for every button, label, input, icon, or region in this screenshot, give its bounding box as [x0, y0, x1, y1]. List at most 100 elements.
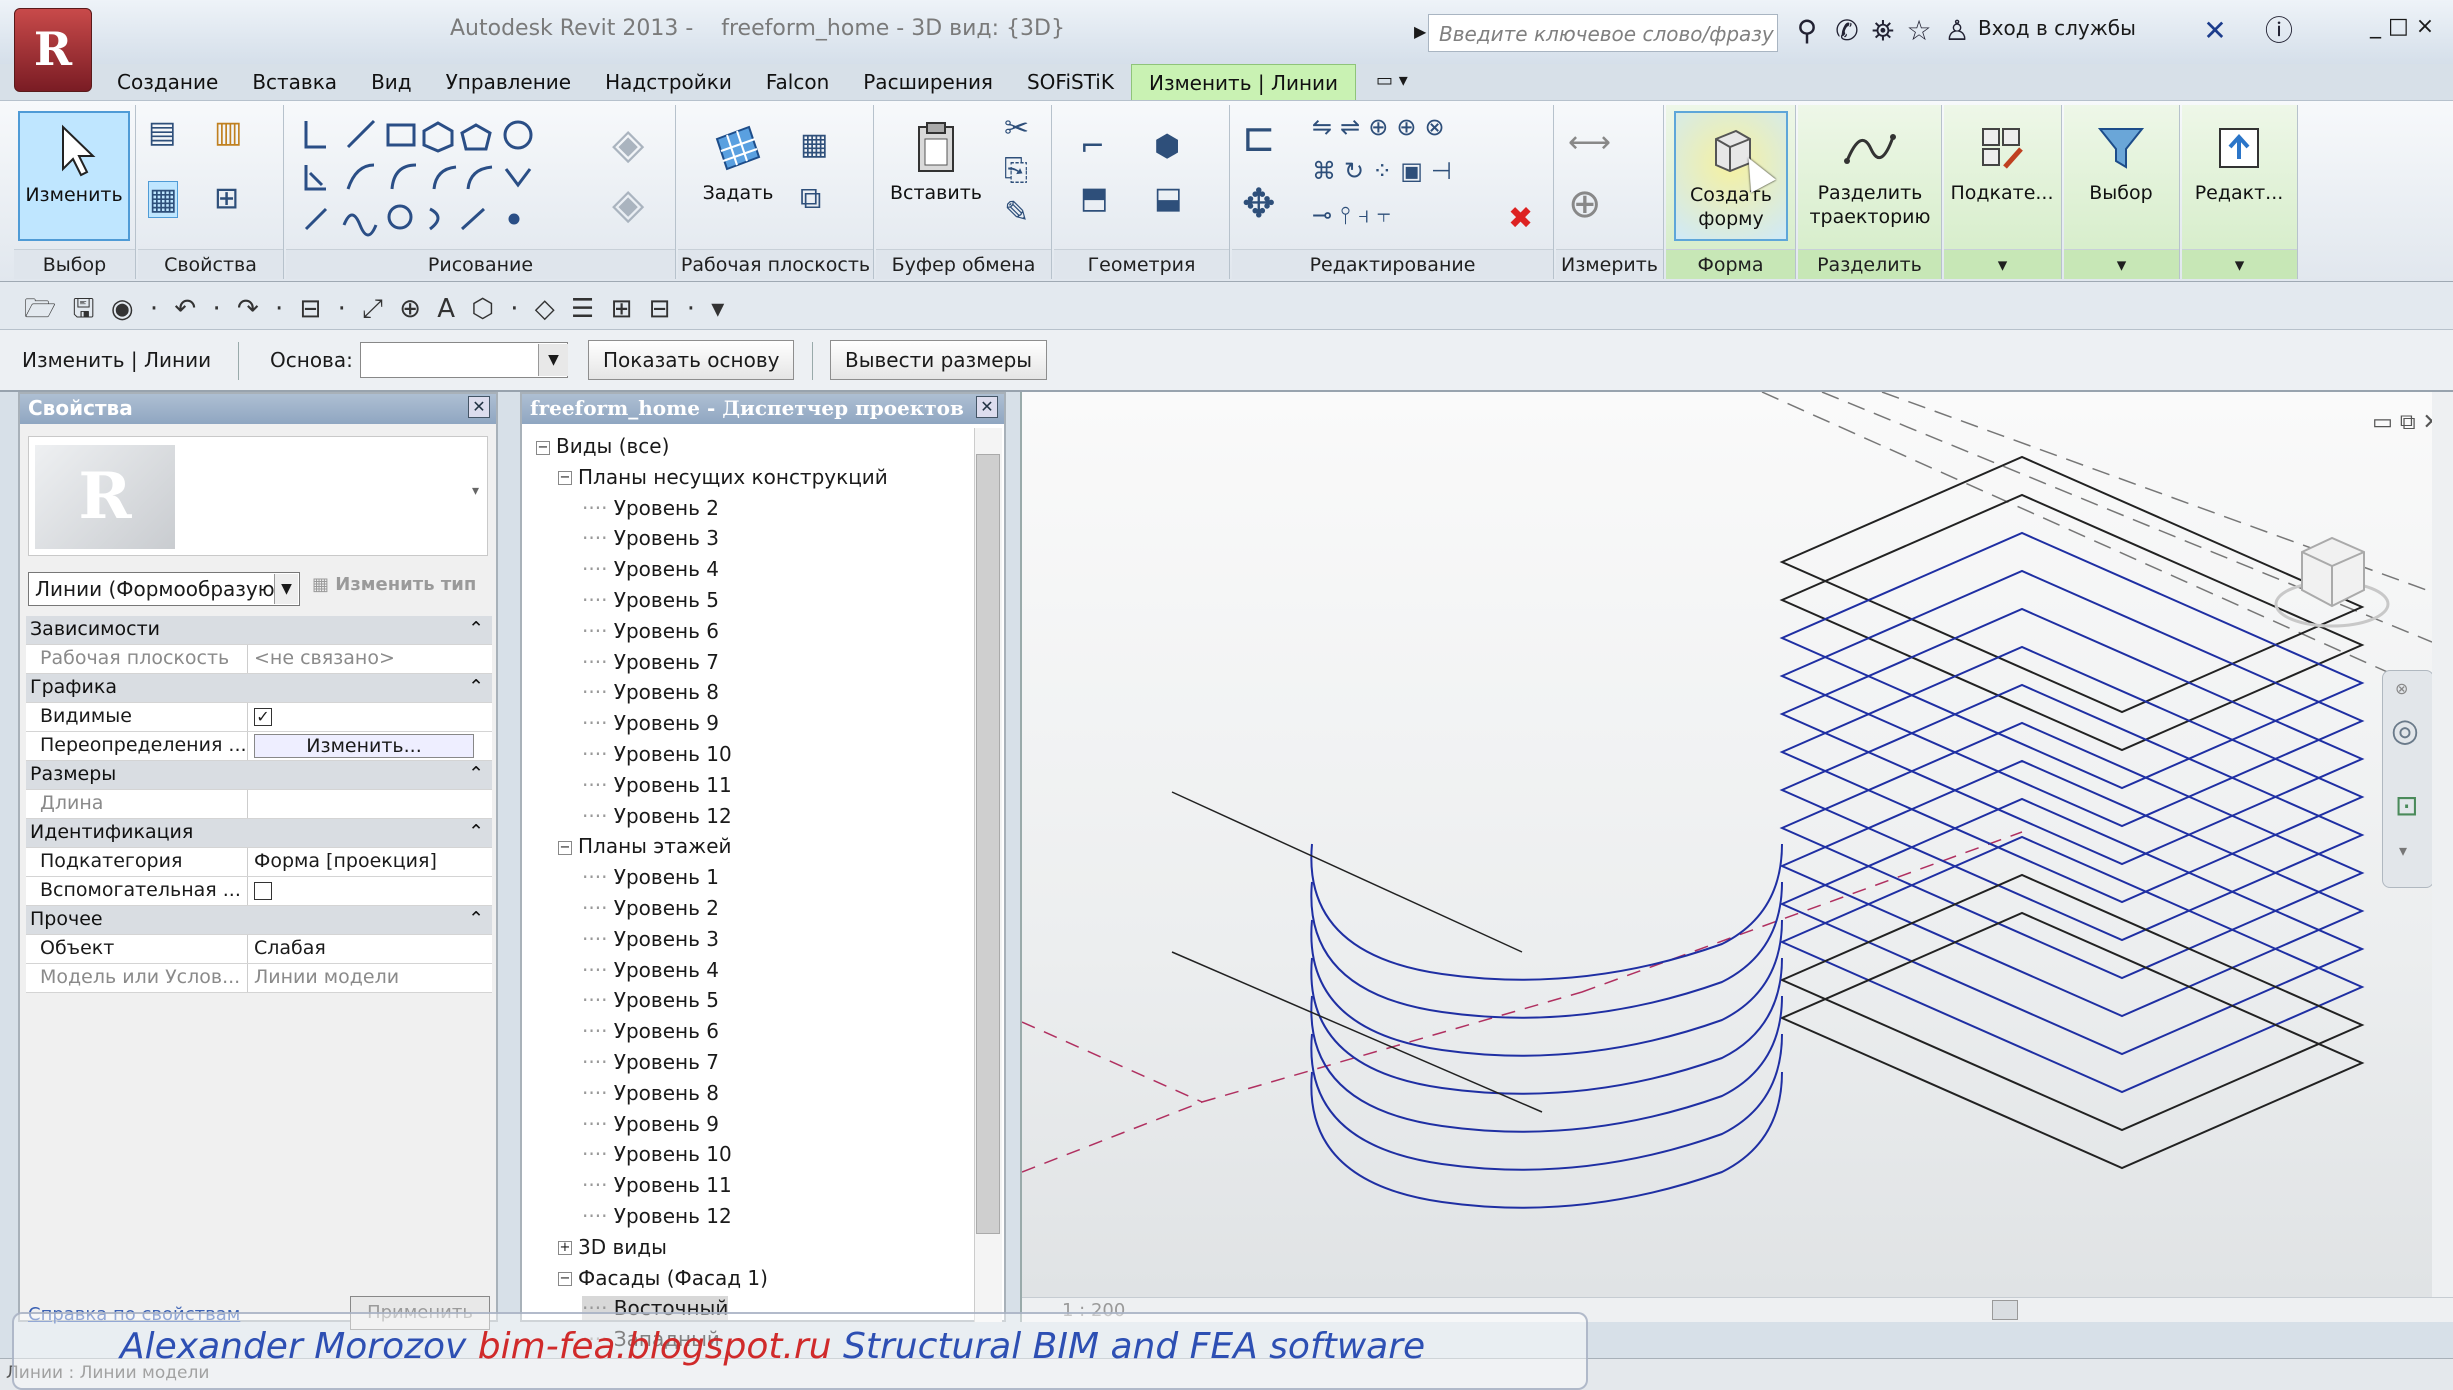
trim-extend-icon[interactable]: ⊸⫯⫞⫟	[1312, 201, 1399, 229]
base-dropdown[interactable]	[360, 342, 568, 378]
chevron-down-icon[interactable]: ▼	[538, 344, 568, 376]
set-workplane-button[interactable]: Задать	[688, 111, 788, 241]
align-icon[interactable]: ⊏	[1242, 115, 1276, 161]
type-preview[interactable]: R ▾	[28, 436, 488, 556]
tree-root-views[interactable]: − Виды (все)	[536, 434, 669, 458]
tree-floor-level[interactable]: ···· Уровень 9	[582, 1112, 719, 1136]
copy-icon[interactable]: ⎘	[1004, 153, 1028, 188]
tree-floor-level[interactable]: ···· Уровень 3	[582, 927, 719, 951]
close-icon[interactable]: ⊗	[2395, 679, 2409, 698]
filter-button[interactable]: Выбор	[2068, 111, 2174, 241]
level-outline[interactable]	[1779, 683, 2365, 942]
chevron-down-icon[interactable]: ▼	[274, 574, 298, 604]
pick-lines-icon[interactable]: ◈	[612, 119, 645, 168]
steering-wheel-icon[interactable]: ◎	[2391, 711, 2419, 749]
browser-scroll-thumb[interactable]	[976, 454, 1000, 1234]
tab-sofistik[interactable]: SOFiSTiK	[1026, 70, 1114, 94]
subcategory-button[interactable]: Подкате...	[1948, 111, 2056, 241]
property-category[interactable]: Графика ⌃	[26, 674, 492, 703]
level-outline[interactable]	[1779, 721, 2365, 980]
expand-arrow-icon[interactable]: ▶	[1414, 22, 1427, 41]
chevron-down-icon[interactable]: ▾	[471, 483, 479, 499]
delete-icon[interactable]: ✖	[1508, 201, 1534, 236]
property-row[interactable]: Объект Слабая	[26, 935, 492, 964]
viewport-vertical-scrollbar[interactable]	[2432, 392, 2453, 1322]
reference-level-outline[interactable]	[1779, 455, 2365, 714]
property-row[interactable]: Рабочая плоскость <не связано>	[26, 645, 492, 674]
tree-structural-level[interactable]: ···· Уровень 12	[582, 804, 732, 828]
tree-elevation-west[interactable]: ···· Западный	[582, 1327, 720, 1351]
collapse-icon[interactable]: ⌃	[468, 908, 484, 930]
tree-elevations[interactable]: − Фасады (Фасад 1)	[558, 1266, 768, 1290]
communication-center-icon[interactable]: ✆	[1835, 14, 1859, 47]
tree-floor-level[interactable]: ···· Уровень 5	[582, 988, 719, 1012]
model-view[interactable]	[1022, 392, 2432, 1297]
workplane-viewer-icon[interactable]: ⧉	[800, 181, 822, 216]
axis-line[interactable]	[1022, 831, 2023, 1173]
collapse-icon[interactable]: ⌃	[468, 821, 484, 843]
property-category[interactable]: Зависимости ⌃	[26, 616, 492, 645]
ribbon-minimize-toggle[interactable]: ▭ ▾	[1376, 70, 1408, 91]
tree-floor-level[interactable]: ···· Уровень 2	[582, 896, 719, 920]
family-types-icon[interactable]: ⊞	[214, 181, 240, 216]
tab-addins[interactable]: Надстройки	[605, 70, 732, 94]
collapse-icon[interactable]: −	[558, 1271, 572, 1287]
measure-distance-icon[interactable]: ⟷	[1568, 125, 1612, 160]
navigation-bar[interactable]: ⊗ ◎ ⊡ ▾	[2382, 670, 2434, 888]
match-properties-icon[interactable]: ✎	[1004, 195, 1030, 230]
help-icon[interactable]: ⓘ	[2264, 14, 2293, 47]
property-row[interactable]: Модель или Услов... Линии модели	[26, 964, 492, 993]
sign-in-button[interactable]: Вход в службы	[1978, 16, 2136, 40]
3d-viewport[interactable]: ▭ ⧉ ✕ ⊗ ◎ ⊡ ▾ 1 : 200	[1020, 392, 2453, 1322]
level-outline[interactable]	[1779, 835, 2365, 1094]
mirror-tools-icon[interactable]: ⇋⇌⊕⊕⊗	[1312, 113, 1453, 141]
viewport-horizontal-scrollbar[interactable]	[1022, 1297, 2453, 1322]
modify-button[interactable]: Изменить	[18, 111, 130, 241]
property-row[interactable]: Вспомогательная ...	[26, 877, 492, 906]
expand-icon[interactable]: +	[558, 1240, 572, 1256]
user-icon[interactable]: ♙	[1944, 14, 1970, 47]
chevron-down-icon[interactable]: ▾	[2399, 841, 2408, 860]
satellite-icon[interactable]: ⛯	[1871, 14, 1895, 47]
property-row[interactable]: Видимые ✓	[26, 703, 492, 732]
property-category[interactable]: Идентификация ⌃	[26, 819, 492, 848]
tree-structural-level[interactable]: ···· Уровень 2	[582, 496, 719, 520]
tree-floor-level[interactable]: ···· Уровень 8	[582, 1081, 719, 1105]
tree-structural-level[interactable]: ···· Уровень 11	[582, 773, 732, 797]
level-outline[interactable]	[1779, 531, 2365, 790]
tree-structural-level[interactable]: ···· Уровень 8	[582, 680, 719, 704]
binoculars-icon[interactable]: ⚲	[1796, 14, 1818, 47]
tree-structural-level[interactable]: ···· Уровень 7	[582, 650, 719, 674]
type-properties-icon[interactable]: ▥	[214, 115, 243, 150]
property-value[interactable]: ✓	[248, 703, 492, 731]
tree-floor-level[interactable]: ···· Уровень 11	[582, 1173, 732, 1197]
cylinder-cut-curve[interactable]	[1310, 1071, 1783, 1209]
move-icon[interactable]: ✥	[1242, 181, 1276, 227]
cylinder-cut-curve[interactable]	[1310, 995, 1783, 1133]
pick-edges-icon[interactable]: ◈	[612, 179, 645, 228]
paste-button[interactable]: Вставить	[884, 111, 988, 241]
property-value[interactable]	[248, 790, 492, 818]
create-form-button[interactable]: Создать форму	[1674, 111, 1788, 241]
collapse-icon[interactable]: −	[558, 470, 572, 486]
reference-level-outline[interactable]	[1779, 493, 2365, 752]
tree-floor-level[interactable]: ···· Уровень 6	[582, 1019, 719, 1043]
tree-floor-level[interactable]: ···· Уровень 12	[582, 1204, 732, 1228]
tab-falcon[interactable]: Falcon	[765, 70, 830, 94]
cut-icon[interactable]: ✂	[1004, 111, 1030, 146]
collapse-icon[interactable]: −	[536, 439, 550, 455]
tab-insert[interactable]: Вставка	[252, 70, 338, 94]
level-outline[interactable]	[1779, 759, 2365, 1018]
zoom-region-icon[interactable]: ⊡	[2395, 789, 2419, 822]
tab-modify-lines[interactable]: Изменить | Линии	[1130, 64, 1357, 100]
tree-structural-level[interactable]: ···· Уровень 6	[582, 619, 719, 643]
property-category[interactable]: Размеры ⌃	[26, 761, 492, 790]
reference-level-outline[interactable]	[1779, 873, 2365, 1132]
tree-3d-views[interactable]: +3D виды	[558, 1235, 667, 1259]
offset-rotate-icon[interactable]: ⌘↻⁘▣⊣	[1312, 157, 1460, 185]
show-dimensions-button[interactable]: Вывести размеры	[830, 340, 1048, 380]
draw-tools-icon[interactable]	[296, 113, 606, 243]
tree-structural-level[interactable]: ···· Уровень 3	[582, 526, 719, 550]
tree-floor-plans[interactable]: − Планы этажей	[558, 834, 732, 858]
property-row[interactable]: Подкатегория Форма [проекция]	[26, 848, 492, 877]
